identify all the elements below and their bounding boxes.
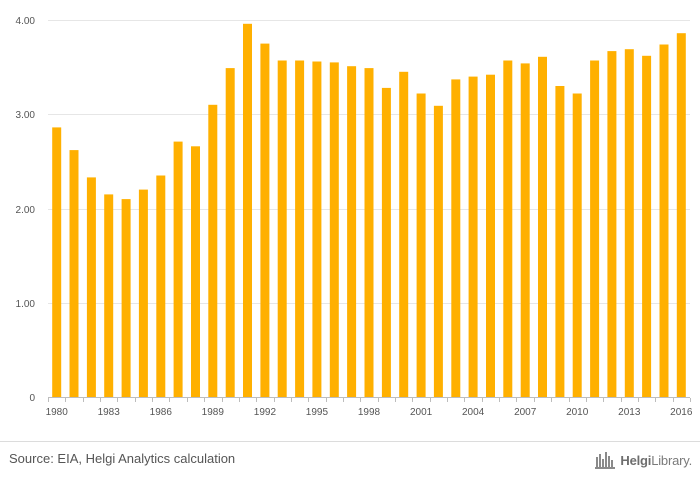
bar (468, 76, 478, 397)
bar (225, 68, 235, 397)
y-tick-label: 1.00 (16, 299, 36, 310)
brand-name-bold: Helgi (620, 452, 652, 468)
bar (364, 68, 374, 397)
bar (347, 66, 357, 397)
x-tick-label: 1995 (306, 407, 329, 418)
y-tick-label: 4.00 (16, 16, 36, 27)
x-tick-label: 1989 (202, 407, 225, 418)
bar-chart: 0 1.00 2.00 3.00 4.00 1980 1983 1986 1989 1992 199… (16, 16, 693, 418)
brand-logo: HelgiLibrary. (595, 449, 692, 471)
bar (277, 60, 287, 397)
x-tick-label: 2004 (462, 407, 485, 418)
bar (607, 51, 617, 397)
x-tick-label: 2016 (670, 407, 693, 418)
x-tick-label: 2007 (514, 407, 537, 418)
x-tick-label: 2010 (566, 407, 589, 418)
x-tick-label: 1986 (150, 407, 173, 418)
x-tick-label: 1980 (46, 407, 69, 418)
bar (121, 199, 131, 397)
x-tick-label: 2001 (410, 407, 433, 418)
bar (538, 56, 547, 398)
bar (86, 177, 96, 397)
bar (260, 43, 270, 397)
bar (312, 61, 322, 397)
bar (451, 79, 461, 398)
bar (503, 60, 513, 397)
y-tick-label: 2.00 (16, 205, 36, 216)
y-tick-label: 0 (29, 393, 35, 404)
chart-area: 0 1.00 2.00 3.00 4.00 1980 1983 1986 1989 1992 199… (16, 16, 693, 418)
brand-name-rest: Library. (651, 452, 692, 468)
bar (104, 194, 114, 397)
bar (329, 62, 339, 398)
library-icon (595, 452, 616, 469)
x-tick-label: 1992 (254, 407, 277, 418)
bar (572, 93, 582, 397)
bar (208, 104, 218, 398)
bar (642, 55, 652, 398)
brand-name: HelgiLibrary. (620, 453, 692, 468)
bar (173, 141, 183, 397)
bar (191, 146, 200, 397)
bar (381, 87, 391, 398)
bar (659, 44, 669, 397)
footer: Source: EIA, Helgi Analytics calculation… (0, 442, 700, 483)
bar (399, 71, 409, 398)
bar (520, 63, 530, 398)
bar (555, 86, 565, 397)
x-tick-label: 1983 (98, 407, 121, 418)
bar (295, 60, 305, 397)
bar (624, 49, 634, 397)
axis-layer: 0 1.00 2.00 3.00 4.00 1980 1983 1986 1989 1992 199… (16, 16, 693, 418)
bar (433, 105, 443, 398)
source-note: Source: EIA, Helgi Analytics calculation (9, 451, 236, 466)
x-tick-label: 2013 (618, 407, 641, 418)
bar (486, 74, 495, 397)
bar (69, 150, 79, 397)
bar (156, 175, 166, 397)
x-tick-label: 1998 (358, 407, 381, 418)
bar (52, 127, 62, 398)
bar (138, 189, 148, 397)
bars-layer (52, 23, 686, 398)
footer-divider (0, 441, 700, 442)
y-tick-label: 3.00 (16, 110, 36, 121)
bar (676, 33, 686, 397)
bar (590, 60, 600, 397)
bar (243, 23, 252, 398)
bar (416, 93, 426, 397)
